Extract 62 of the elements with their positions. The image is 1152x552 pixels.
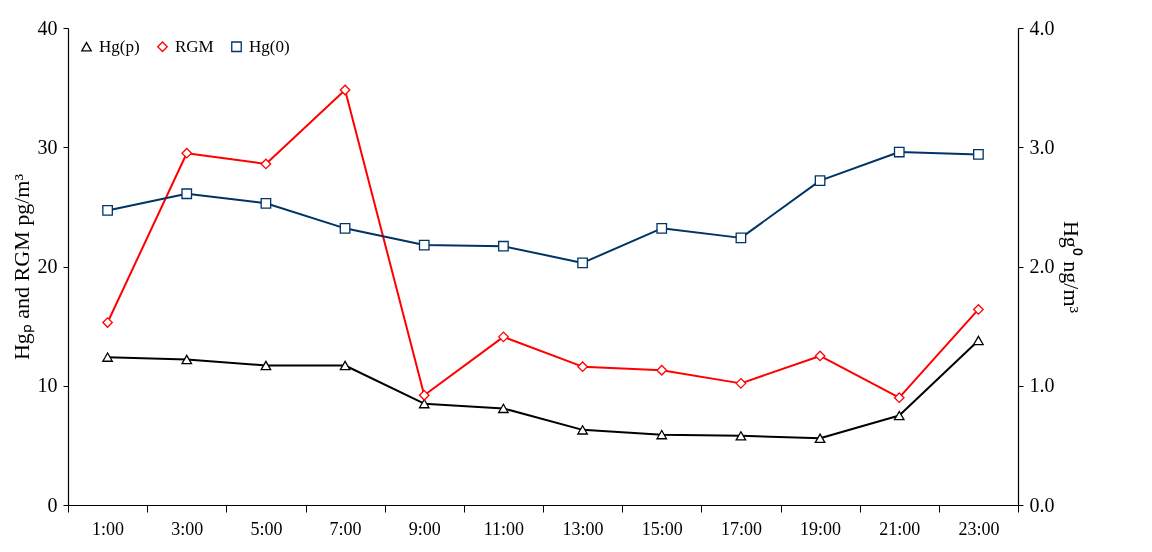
x-tick-label: 5:00 [250,518,283,539]
x-tick-label: 7:00 [329,518,362,539]
point [498,240,509,252]
point [656,364,668,376]
point [973,149,984,160]
point [181,147,193,159]
point [339,222,351,234]
point [735,232,747,244]
x-tick-label: 15:00 [641,518,683,539]
point [577,361,588,373]
point [893,392,905,404]
point [656,222,668,234]
point [735,431,747,441]
point [418,239,430,251]
point [102,317,113,328]
point [181,188,193,200]
point [814,433,826,443]
y2-tick-label: 2.0 [1029,255,1055,277]
point [260,360,272,371]
y-tick-label: 0 [47,493,58,516]
y-tick-label: 30 [37,135,58,158]
legend-label: RGM [175,36,214,56]
point [418,389,430,401]
point [814,175,826,187]
legend-label: Hg(p) [99,36,140,56]
point [973,335,984,346]
x-tick-label: 9:00 [408,518,441,539]
y2-tick-label: 3.0 [1029,135,1055,158]
point [893,410,905,421]
point [735,377,747,389]
point [260,158,272,170]
x-tick-label: 1:00 [92,518,125,539]
x-tick-label: 3:00 [171,518,204,539]
point [102,352,113,362]
y-axis-title: Hgₚ and RGM pg/m³ [8,173,35,361]
point [102,205,113,216]
legend-label: Hg(0) [249,36,290,56]
x-tick-label: 17:00 [720,518,762,539]
y2-axis-title: Hg⁰ ng/m³ [1058,220,1084,314]
y2-tick-label: 1.0 [1029,374,1055,397]
point [498,331,509,343]
point [339,360,351,371]
point [656,429,668,440]
point [577,425,588,435]
x-tick-label: 13:00 [562,518,604,539]
point [260,197,272,209]
x-tick-label: 19:00 [800,518,842,539]
point [339,84,351,96]
y-tick-label: 10 [37,374,58,397]
point [893,146,905,158]
x-tick-label: 23:00 [958,518,1000,539]
y-tick-label: 40 [37,16,58,39]
point [973,304,984,315]
point [498,403,509,414]
y2-tick-label: 4.0 [1029,16,1055,39]
y2-tick-label: 0.0 [1029,493,1055,516]
point [181,354,193,365]
point [577,257,588,269]
x-tick-label: 21:00 [879,518,921,539]
point [814,350,826,362]
y-tick-label: 20 [37,255,58,277]
x-tick-label: 11:00 [483,518,525,539]
